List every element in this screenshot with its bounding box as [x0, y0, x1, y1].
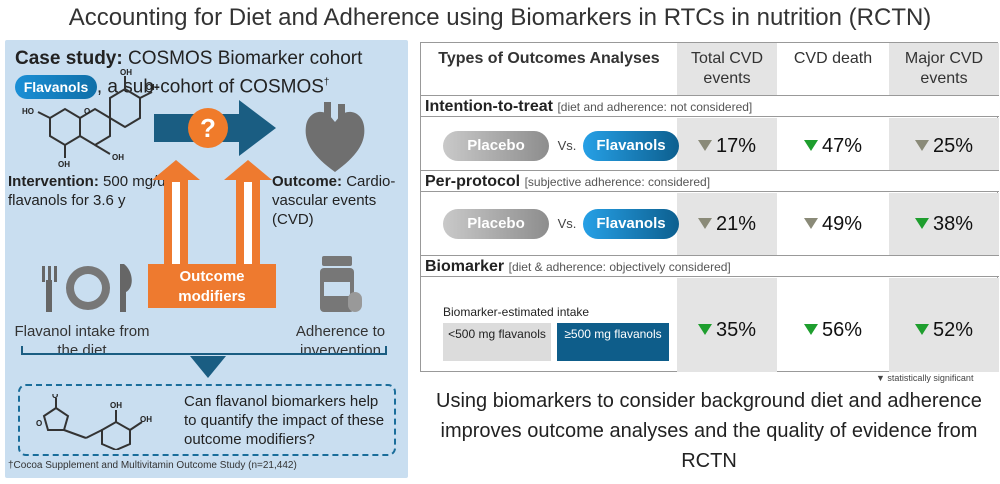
value-cell: 35%	[677, 315, 777, 345]
shade-cell	[677, 278, 777, 372]
svg-text:OH: OH	[120, 68, 132, 77]
vs-label: Vs.	[557, 216, 577, 231]
placebo-pill: Placebo	[443, 209, 549, 239]
flavanols-badge: Flavanols	[15, 75, 97, 99]
intervention-label: Intervention:	[8, 173, 99, 190]
svg-text:OH: OH	[140, 415, 152, 424]
shade-cell	[889, 278, 999, 372]
question-mark-icon: ?	[188, 108, 228, 148]
triangle-down-icon	[697, 140, 712, 151]
shade-cell	[889, 118, 999, 170]
flavanols-pill: Flavanols	[583, 209, 679, 239]
heart-icon	[305, 102, 365, 172]
triangle-down-icon	[803, 140, 818, 151]
value-cell: 17%	[677, 131, 777, 161]
flavanol-molecule-icon: HO OH OH OH OH O	[22, 68, 158, 168]
vs-label: Vs.	[557, 138, 577, 153]
placebo-pill: Placebo	[443, 131, 549, 161]
section-title: Biomarker	[425, 258, 505, 275]
header-analysis-type: Types of Outcomes Analyses	[438, 50, 660, 67]
plate-cutlery-icon	[42, 264, 132, 312]
section-title: Per-protocol	[425, 173, 521, 190]
header-cvd-death: CVD death	[793, 50, 873, 67]
low-intake-box: <500 mg flavanols	[443, 323, 551, 361]
outcome-label: Outcome:	[272, 173, 343, 190]
triangle-down-icon	[697, 218, 712, 229]
triangle-down-icon	[914, 140, 929, 151]
value-text: 21%	[715, 213, 757, 235]
high-intake-box: ≥500 mg flavanols	[557, 323, 669, 361]
svg-text:OH: OH	[146, 83, 158, 92]
triangle-down-icon	[697, 324, 712, 335]
value-cell: 21%	[677, 209, 777, 239]
triangle-down-icon	[914, 218, 929, 229]
flavanols-pill: Flavanols	[583, 131, 679, 161]
value-text: 17%	[715, 135, 757, 157]
shade-col3-header	[889, 43, 999, 95]
value-cell: 56%	[777, 315, 889, 345]
significance-legend: ▼ statistically significant	[876, 373, 974, 383]
modifier-arrows-icon	[152, 160, 272, 268]
triangle-down-icon	[803, 218, 818, 229]
value-text: 49%	[821, 213, 863, 235]
biomarker-molecule-icon: O O OH OH	[36, 394, 152, 450]
shade-col1-header	[677, 43, 777, 95]
svg-text:OH: OH	[110, 401, 122, 410]
value-text: 52%	[932, 319, 974, 341]
comparison-row: Placebo Vs. Flavanols	[443, 209, 679, 239]
section-title: Intention-to-treat	[425, 98, 553, 115]
outcome-modifiers-box: Outcome modifiers	[148, 264, 276, 308]
value-cell: 52%	[889, 315, 999, 345]
header-total-cvd: Total CVD events	[690, 50, 764, 87]
svg-text:OH: OH	[58, 160, 70, 168]
intervention-text: Intervention: 500 mg/d flavanols for 3.6…	[8, 172, 178, 210]
triangle-down-icon	[803, 324, 818, 335]
svg-text:HO: HO	[22, 107, 34, 116]
section-note: [diet and adherence: not considered]	[557, 100, 753, 114]
value-cell: 47%	[777, 131, 889, 161]
section-biomarker: Biomarker [diet & adherence: objectively…	[421, 255, 999, 277]
header-major-cvd: Major CVD events	[904, 50, 984, 87]
value-text: 56%	[821, 319, 863, 341]
page-title: Accounting for Diet and Adherence using …	[68, 4, 932, 31]
comparison-row: Placebo Vs. Flavanols	[443, 131, 679, 161]
section-note: [subjective adherence: considered]	[524, 175, 711, 189]
value-cell: 38%	[889, 209, 999, 239]
value-text: 38%	[932, 213, 974, 235]
section-per-protocol: Per-protocol [subjective adherence: cons…	[421, 170, 999, 192]
outcome-text: Outcome: Cardio-vascular events (CVD)	[272, 172, 402, 229]
section-note: [diet & adherence: objectively considere…	[508, 260, 731, 274]
footnote: †Cocoa Supplement and Multivitamin Outco…	[8, 460, 297, 471]
value-text: 47%	[821, 135, 863, 157]
conclusion-text: Using biomarkers to consider background …	[436, 390, 982, 472]
outcomes-table: Types of Outcomes Analyses Total CVD eve…	[420, 42, 999, 372]
value-cell: 49%	[777, 209, 889, 239]
triangle-down-icon	[914, 324, 929, 335]
shade-cell	[677, 118, 777, 170]
svg-text:O: O	[52, 394, 58, 400]
pill-bottle-icon	[320, 256, 362, 312]
svg-text:O: O	[36, 419, 42, 428]
biomarker-question-text: Can flavanol biomarkers help to quantify…	[184, 393, 385, 448]
shade-cell	[889, 193, 999, 255]
case-study-label: Case study:	[15, 48, 123, 69]
outcome-description: Cardio-vascular events (CVD)	[272, 173, 396, 228]
shade-cell	[677, 193, 777, 255]
svg-text:OH: OH	[112, 153, 124, 162]
value-cell: 25%	[889, 131, 999, 161]
value-text: 25%	[932, 135, 974, 157]
bracket-arrow-icon	[21, 346, 387, 378]
case-study-text: Case study: COSMOS Biomarker cohort (n=6…	[15, 47, 405, 99]
svg-text:O: O	[84, 107, 90, 116]
value-text: 35%	[715, 319, 757, 341]
dagger-mark: †	[323, 77, 330, 88]
biomarker-question-box: O O OH OH Can flavanol biomarkers help t…	[18, 384, 396, 456]
intervention-description: 500 mg/d flavanols for 3.6 y	[8, 173, 166, 209]
section-intention-to-treat: Intention-to-treat [diet and adherence: …	[421, 95, 999, 117]
biomarker-estimated-label: Biomarker-estimated intake	[443, 305, 590, 319]
